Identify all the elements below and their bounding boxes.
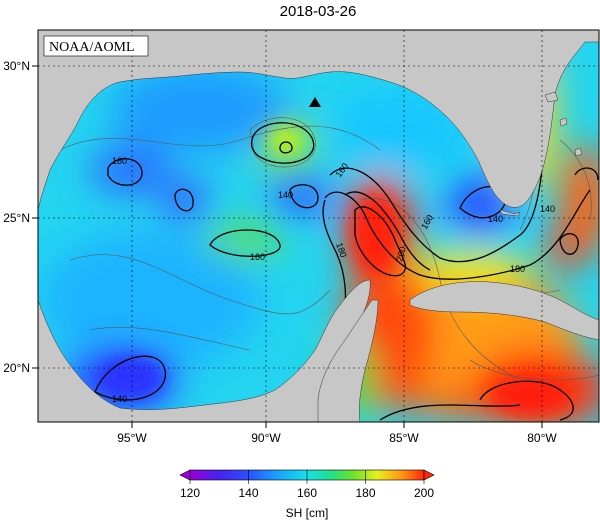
contour-label: 160 — [250, 252, 265, 262]
plot-frame — [37, 29, 600, 423]
colorbar-tick-label: 120 — [180, 486, 200, 500]
plot-area: 160 160 160 160 140 140 140 180 180 200 … — [38, 30, 599, 422]
longitude-ticks: 95°W 90°W 85°W 80°W — [117, 422, 557, 445]
colorbar-tick-label: 140 — [238, 486, 258, 500]
lon-tick-label: 95°W — [117, 431, 147, 445]
triangle-marker-icon — [309, 97, 321, 107]
contour-label: 140 — [488, 214, 503, 224]
colorbar-min-arrow-icon — [179, 469, 191, 481]
lat-tick-label: 20°N — [3, 361, 30, 375]
contour-label: 200 — [394, 245, 408, 262]
contour-label: 140 — [540, 204, 555, 214]
contour-label: 180 — [510, 264, 525, 274]
contour-label: 140 — [112, 394, 127, 404]
credit-text: NOAA/AOML — [49, 40, 135, 55]
colorbar: 120 140 160 180 200 SH [cm] — [179, 469, 435, 520]
contour-label: 140 — [278, 190, 293, 200]
colorbar-tick-label: 180 — [355, 486, 375, 500]
colorbar-tick-label: 160 — [297, 486, 317, 500]
lon-tick-label: 85°W — [389, 431, 419, 445]
contour-label: 180 — [334, 241, 349, 259]
lat-lon-grid — [38, 30, 599, 422]
colorbar-max-arrow-icon — [423, 469, 435, 481]
land-masses — [38, 30, 599, 422]
lat-tick-label: 30°N — [3, 59, 30, 73]
latitude-ticks: 30°N 25°N 20°N — [3, 59, 38, 375]
lon-tick-label: 90°W — [251, 431, 281, 445]
map-title: 2018-03-26 — [280, 3, 357, 20]
lat-tick-label: 25°N — [3, 211, 30, 225]
contour-label: 160 — [112, 156, 127, 166]
colorbar-tick-label: 200 — [414, 486, 434, 500]
colorbar-label: SH [cm] — [286, 506, 329, 520]
lon-tick-label: 80°W — [527, 431, 557, 445]
credit-box — [43, 35, 149, 57]
